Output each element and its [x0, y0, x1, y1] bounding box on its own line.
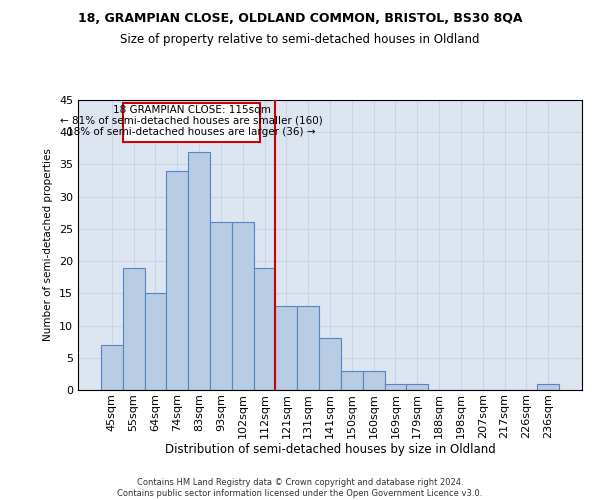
Bar	[210, 222, 232, 390]
Y-axis label: Number of semi-detached properties: Number of semi-detached properties	[43, 148, 53, 342]
Text: Distribution of semi-detached houses by size in Oldland: Distribution of semi-detached houses by …	[164, 442, 496, 456]
Text: 18, GRAMPIAN CLOSE, OLDLAND COMMON, BRISTOL, BS30 8QA: 18, GRAMPIAN CLOSE, OLDLAND COMMON, BRIS…	[78, 12, 522, 26]
Text: 18% of semi-detached houses are larger (36) →: 18% of semi-detached houses are larger (…	[67, 127, 316, 137]
Bar	[166, 171, 188, 390]
Bar	[101, 345, 123, 390]
Bar	[363, 370, 385, 390]
Text: ← 81% of semi-detached houses are smaller (160): ← 81% of semi-detached houses are smalle…	[60, 116, 323, 126]
Text: Contains HM Land Registry data © Crown copyright and database right 2024.
Contai: Contains HM Land Registry data © Crown c…	[118, 478, 482, 498]
Text: Size of property relative to semi-detached houses in Oldland: Size of property relative to semi-detach…	[120, 32, 480, 46]
Bar	[341, 370, 363, 390]
Bar	[406, 384, 428, 390]
Bar	[385, 384, 406, 390]
Bar	[275, 306, 297, 390]
Bar	[232, 222, 254, 390]
Bar	[319, 338, 341, 390]
Bar	[297, 306, 319, 390]
Bar	[188, 152, 210, 390]
Bar	[145, 294, 166, 390]
Bar	[537, 384, 559, 390]
Text: 18 GRAMPIAN CLOSE: 115sqm: 18 GRAMPIAN CLOSE: 115sqm	[113, 104, 271, 115]
Bar	[123, 268, 145, 390]
FancyBboxPatch shape	[123, 103, 260, 142]
Bar	[254, 268, 275, 390]
